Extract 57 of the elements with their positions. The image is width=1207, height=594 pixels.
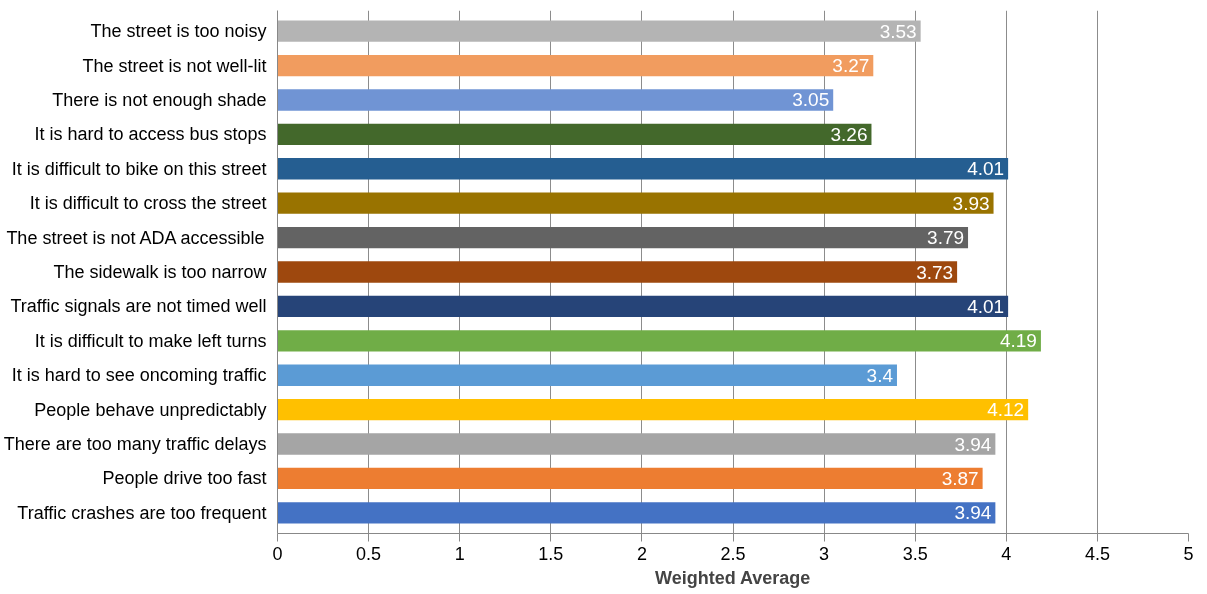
bar (277, 226, 969, 249)
data-label: 3.26 (830, 123, 868, 145)
data-label: 4.19 (999, 330, 1037, 352)
y-tick-label: It is hard to access bus stops (34, 124, 267, 145)
y-tick-label: The street is not ADA accessible (6, 227, 265, 248)
data-label: 4.12 (987, 399, 1025, 421)
data-label: 3.53 (879, 20, 917, 42)
bar (277, 192, 994, 214)
x-tick-label: 0.5 (356, 543, 382, 564)
x-tick-label: 2 (636, 543, 647, 564)
y-tick-label: The sidewalk is too narrow (53, 262, 268, 282)
y-tick-label: The street is too noisy (90, 21, 267, 42)
y-tick-label: Traffic signals are not timed well (10, 296, 267, 317)
x-tick-label: 3 (819, 543, 830, 564)
y-tick-label: There are too many traffic delays (3, 434, 267, 455)
y-tick-label: There is not enough shade (52, 89, 267, 110)
data-label: 3.93 (952, 192, 990, 214)
data-label: 3.27 (832, 55, 870, 77)
data-label: 3.87 (941, 467, 979, 489)
x-tick-label: 1 (454, 543, 465, 564)
bar (277, 364, 897, 386)
bar (277, 433, 996, 455)
bar (277, 398, 1029, 421)
bar (277, 20, 921, 42)
bar (277, 54, 874, 77)
data-label: 4.01 (967, 158, 1005, 180)
x-tick-label: 5 (1183, 543, 1194, 564)
bar (277, 158, 1009, 180)
x-tick-label: 2.5 (720, 543, 746, 564)
data-label: 3.73 (916, 261, 954, 283)
x-tick-label: 0 (272, 543, 283, 564)
y-tick-label: It is hard to see oncoming traffic (11, 365, 267, 386)
bar (277, 89, 834, 111)
y-tick-label: The street is not well-lit (82, 55, 267, 76)
bar (277, 123, 872, 146)
bar (277, 467, 983, 490)
y-tick-label: Traffic crashes are too frequent (17, 502, 267, 523)
data-label: 3.94 (954, 433, 992, 455)
bar (277, 330, 1041, 352)
x-tick-label: 1.5 (538, 543, 564, 564)
x-tick-label: 4.5 (1084, 543, 1110, 564)
x-tick-label: 4 (1001, 543, 1012, 564)
data-label: 4.01 (967, 295, 1005, 317)
data-label: 3.94 (954, 502, 992, 524)
y-tick-label: It is difficult to cross the street (29, 193, 267, 214)
bar (277, 261, 958, 283)
y-tick-label: People behave unpredictably (34, 399, 267, 420)
data-label: 3.05 (792, 89, 830, 111)
x-axis-title: Weighted Average (654, 567, 811, 588)
y-tick-label: It is difficult to make left turns (34, 330, 267, 351)
data-label: 3.79 (927, 227, 965, 249)
data-label: 3.4 (866, 364, 894, 386)
y-tick-label: People drive too fast (102, 468, 267, 489)
bar (277, 502, 996, 524)
bar (277, 295, 1009, 318)
x-tick-label: 3.5 (902, 543, 928, 564)
y-tick-label: It is difficult to bike on this street (11, 158, 267, 179)
